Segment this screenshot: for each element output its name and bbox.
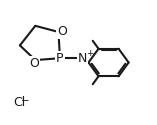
Text: O: O [30, 57, 39, 70]
Text: +: + [86, 49, 94, 58]
Text: −: − [21, 96, 30, 106]
Text: P: P [56, 52, 64, 65]
Text: O: O [57, 25, 67, 38]
Text: Cl: Cl [14, 96, 26, 109]
Text: N: N [78, 52, 87, 65]
